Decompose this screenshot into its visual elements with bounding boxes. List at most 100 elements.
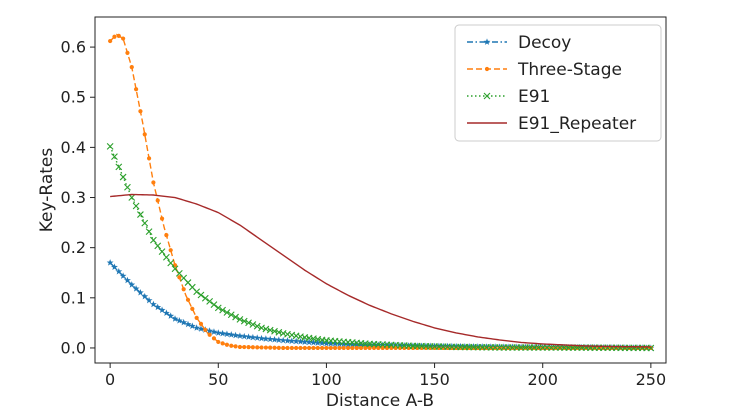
data-point xyxy=(132,202,140,210)
data-point xyxy=(138,109,143,114)
data-point xyxy=(151,180,156,185)
data-point xyxy=(279,336,287,344)
data-point xyxy=(128,281,136,288)
data-point xyxy=(106,259,114,266)
data-point xyxy=(220,341,225,346)
data-point xyxy=(357,341,365,348)
data-point xyxy=(237,344,243,350)
data-point xyxy=(320,345,325,351)
data-point xyxy=(168,248,173,253)
data-point xyxy=(154,303,162,311)
data-point xyxy=(246,345,251,350)
data-point xyxy=(249,321,257,328)
data-point xyxy=(340,340,348,347)
data-point xyxy=(281,345,286,351)
data-point xyxy=(158,306,166,314)
data-point xyxy=(164,233,169,238)
data-point xyxy=(258,334,265,342)
data-point xyxy=(224,342,230,347)
series-line xyxy=(109,146,651,349)
data-point xyxy=(275,328,283,336)
data-point xyxy=(361,341,369,348)
data-point xyxy=(294,345,299,351)
x-tick-label: 50 xyxy=(208,370,228,389)
data-point xyxy=(292,337,300,345)
data-point xyxy=(214,329,222,336)
data-point xyxy=(216,339,221,345)
data-point xyxy=(259,345,264,350)
data-point xyxy=(211,336,217,341)
y-tick-label: 0.2 xyxy=(61,238,86,257)
data-point xyxy=(115,267,123,275)
data-point xyxy=(207,332,212,337)
data-point xyxy=(240,332,248,340)
data-point xyxy=(263,345,268,350)
data-point xyxy=(219,306,226,314)
data-point xyxy=(150,236,157,244)
data-point xyxy=(389,345,394,351)
data-point xyxy=(124,276,131,284)
data-point xyxy=(185,297,191,302)
data-point xyxy=(141,219,149,227)
legend-label: Decoy xyxy=(518,33,571,53)
y-tick-label: 0.0 xyxy=(61,338,86,357)
data-point xyxy=(253,334,261,341)
data-point xyxy=(249,333,257,341)
data-point xyxy=(158,248,166,255)
data-point xyxy=(197,291,205,299)
data-point xyxy=(301,338,309,345)
data-point xyxy=(297,338,304,345)
data-point xyxy=(331,340,339,347)
data-point xyxy=(128,194,136,201)
plot-frame xyxy=(94,16,667,364)
data-point xyxy=(314,339,322,346)
data-point xyxy=(206,298,214,305)
data-point xyxy=(190,306,195,311)
data-point xyxy=(288,337,296,344)
legend-label: E91 xyxy=(518,87,550,107)
x-axis-label: Distance A-B xyxy=(326,391,434,411)
data-point xyxy=(210,301,218,309)
axes-layer: 0 50 100 150 200 250 0.0 0.1 0.2 0.3 0.4 0.5 0.6 xyxy=(61,38,667,389)
data-point xyxy=(227,311,235,319)
data-point xyxy=(242,344,247,350)
data-point xyxy=(142,132,147,137)
data-point xyxy=(250,345,255,350)
data-point xyxy=(315,345,320,351)
data-point xyxy=(245,319,252,327)
data-point xyxy=(141,292,149,300)
data-point xyxy=(162,309,170,316)
data-point xyxy=(159,216,165,221)
data-point xyxy=(467,345,472,351)
data-point xyxy=(112,34,117,39)
data-point xyxy=(384,345,390,351)
legend-marker xyxy=(484,66,490,72)
data-point xyxy=(233,344,238,349)
data-point xyxy=(133,87,139,92)
legend-item: E91_Repeater xyxy=(467,114,636,134)
data-point xyxy=(167,312,175,319)
series-decoy xyxy=(106,259,655,351)
x-tick-label: 100 xyxy=(311,370,342,389)
data-point xyxy=(210,328,218,335)
data-point xyxy=(227,331,235,338)
data-point xyxy=(206,327,214,334)
series-e91 xyxy=(106,142,655,352)
legend-item: Decoy xyxy=(467,33,571,53)
data-point xyxy=(193,288,201,296)
data-point xyxy=(335,340,343,347)
data-point xyxy=(137,289,144,296)
x-tick-label: 0 xyxy=(105,370,115,389)
series-line xyxy=(110,193,651,348)
data-point xyxy=(272,345,277,350)
data-point xyxy=(305,338,313,346)
data-point xyxy=(348,340,356,348)
y-tick-label: 0.3 xyxy=(61,188,86,207)
data-point xyxy=(197,325,205,332)
data-point xyxy=(441,345,446,351)
data-point xyxy=(155,198,160,203)
data-point xyxy=(311,345,316,351)
legend-marker xyxy=(483,38,491,45)
data-point xyxy=(350,345,355,351)
